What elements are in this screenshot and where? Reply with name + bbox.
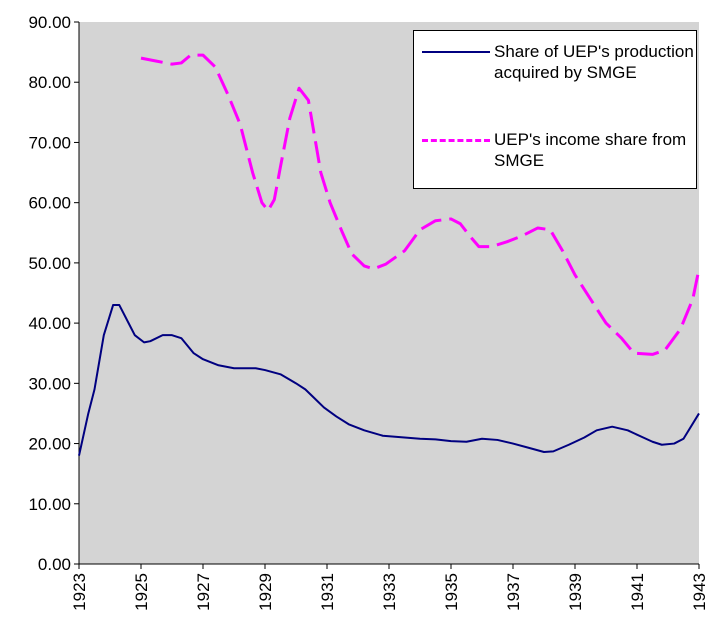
x-tick-label: 1939 — [566, 573, 585, 611]
series-line — [140, 53, 701, 356]
x-tick-label: 1931 — [318, 573, 337, 611]
legend: Share of UEP's production acquired by SM… — [413, 30, 697, 189]
x-tick-label: 1935 — [442, 573, 461, 611]
legend-label: UEP's income share from SMGE — [494, 130, 687, 170]
y-tick-label: 70.00 — [28, 133, 71, 152]
y-tick-label: 80.00 — [28, 73, 71, 92]
legend-swatch — [422, 51, 490, 53]
x-tick-label: 1941 — [628, 573, 647, 611]
y-tick-label: 20.00 — [28, 435, 71, 454]
y-tick-label: 30.00 — [28, 374, 71, 393]
x-tick-label: 1927 — [194, 573, 213, 611]
x-tick-label: 1925 — [132, 573, 151, 611]
series-line — [78, 304, 700, 456]
x-tick-label: 1923 — [70, 573, 89, 611]
y-tick-label: 90.00 — [28, 13, 71, 32]
y-tick-label: 0.00 — [38, 555, 71, 574]
y-tick-label: 50.00 — [28, 254, 71, 273]
x-tick-label: 1933 — [380, 573, 399, 611]
x-tick-label: 1929 — [256, 573, 275, 611]
y-tick-label: 40.00 — [28, 314, 71, 333]
y-tick-label: 10.00 — [28, 495, 71, 514]
x-tick-label: 1937 — [504, 573, 523, 611]
legend-label: Share of UEP's production acquired by SM… — [494, 42, 694, 82]
y-tick-label: 60.00 — [28, 194, 71, 213]
x-tick-label: 1943 — [690, 573, 709, 611]
legend-swatch — [422, 139, 490, 142]
